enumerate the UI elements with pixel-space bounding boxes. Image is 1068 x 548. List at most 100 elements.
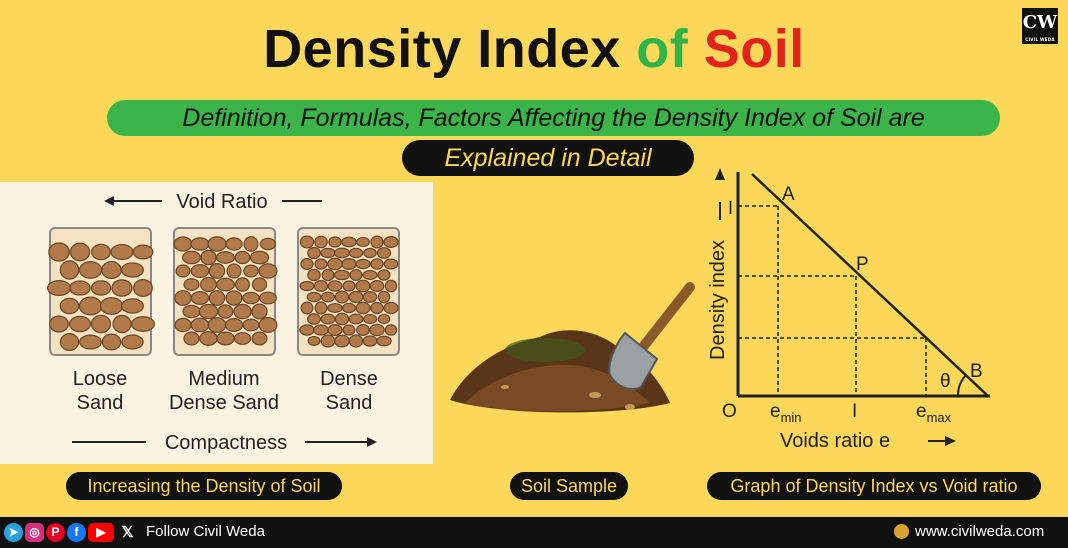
sand-grain	[307, 268, 321, 282]
sand-grain	[190, 317, 210, 333]
sand-grain	[377, 313, 391, 325]
x-tick-emax: emax	[916, 401, 952, 425]
sand-grain	[249, 250, 270, 265]
sand-grain	[348, 313, 364, 325]
sand-grain	[313, 279, 329, 293]
soil-pile-front	[465, 364, 650, 412]
sand-grain	[233, 303, 252, 320]
subtitle-line-1: Definition, Formulas, Factors Affecting …	[107, 100, 1000, 136]
jar-dense	[297, 227, 400, 356]
sand-grain	[383, 236, 399, 248]
subtitle-line-2: Explained in Detail	[402, 140, 694, 176]
sand-grain	[362, 291, 378, 303]
sand-grain	[175, 264, 191, 278]
sand-grain	[321, 268, 335, 282]
sand-grain	[320, 247, 336, 259]
soil-grass-patch	[505, 338, 585, 362]
sand-grain	[355, 279, 371, 293]
jar-medium-label-2: Dense Sand	[169, 392, 279, 414]
sand-grain	[258, 263, 278, 279]
sand-grain	[208, 290, 226, 306]
sand-grain	[341, 258, 357, 270]
sand-grain	[121, 298, 144, 314]
sand-grain	[199, 331, 218, 346]
sand-grain	[226, 263, 242, 279]
sand-grain	[334, 312, 350, 326]
sand-grain	[59, 260, 80, 280]
sand-grain	[320, 313, 336, 325]
sand-grain	[383, 301, 399, 315]
x-icon[interactable]: 𝕏	[121, 524, 134, 541]
sand-grain	[79, 334, 102, 350]
soil-pebble	[625, 404, 635, 410]
sand-grain	[333, 269, 351, 281]
jar-medium-label-1: Medium	[188, 368, 259, 390]
sand-grain	[258, 317, 278, 333]
page-title: Density Index of Soil	[0, 18, 1068, 80]
sand-grain	[183, 331, 200, 346]
density-line	[751, 173, 989, 397]
sand-grain	[216, 331, 235, 346]
jar-loose-label-1: Loose	[73, 368, 128, 390]
sand-grain	[259, 291, 277, 305]
sand-jars-diagram: Void Ratio Loose Sand Medium Dense Sand …	[46, 191, 400, 454]
sand-grain	[251, 303, 268, 320]
jar-loose-label-2: Sand	[77, 392, 124, 414]
sand-grain	[207, 236, 227, 252]
sand-grain	[349, 268, 363, 282]
logo-subtext: CIVIL WEDA	[1025, 37, 1055, 42]
sand-grain	[242, 318, 260, 332]
youtube-icon[interactable]: ▶	[88, 523, 114, 542]
sand-grain	[363, 247, 377, 259]
telegram-icon[interactable]: ➤	[4, 523, 23, 542]
facebook-icon[interactable]: f	[67, 523, 86, 542]
sand-grain	[376, 247, 392, 259]
point-A-label: A	[782, 184, 795, 205]
sand-grain	[369, 280, 385, 292]
sand-grain	[207, 317, 227, 333]
sand-grain	[299, 324, 315, 336]
jar-loose	[46, 227, 156, 356]
sand-grain	[59, 333, 80, 351]
pinterest-icon[interactable]: P	[46, 523, 65, 542]
graph-caption: Graph of Density Index vs Void ratio	[707, 472, 1041, 500]
void-ratio-arrow-head-icon	[104, 196, 114, 206]
sand-grain	[300, 257, 314, 271]
sand-grain	[69, 242, 91, 262]
sand-grain	[377, 290, 391, 304]
website-link[interactable]: www.civilweda.com	[915, 523, 1045, 540]
sand-panel-caption: Increasing the Density of Soil	[66, 472, 342, 500]
theta-label: θ	[940, 371, 951, 392]
sand-grain	[182, 250, 201, 265]
sand-grain	[121, 262, 144, 278]
soil-sample-illustration	[450, 282, 695, 413]
shovel-handle	[638, 282, 695, 352]
sand-grain	[362, 335, 378, 347]
compactness-label: Compactness	[165, 432, 287, 454]
sand-grain	[78, 261, 103, 279]
jar-medium	[173, 227, 278, 356]
sand-grain	[121, 334, 144, 350]
instagram-icon[interactable]: ◎	[25, 523, 44, 542]
sand-grain	[243, 264, 259, 278]
sand-grain	[90, 280, 112, 296]
sand-grain	[216, 277, 235, 292]
sand-grain	[334, 290, 350, 304]
ylabel-arrow-icon	[715, 168, 725, 180]
sand-grain	[355, 301, 371, 315]
sand-grain	[49, 315, 69, 333]
sand-grain	[234, 250, 251, 265]
sand-grain	[217, 304, 234, 319]
sand-grain	[208, 263, 226, 279]
sand-grain	[369, 323, 385, 337]
sand-grain	[133, 279, 153, 297]
sand-grain	[130, 316, 156, 332]
sand-grain	[300, 301, 314, 315]
sand-grain	[370, 258, 384, 270]
jar-dense-label-2: Sand	[326, 392, 373, 414]
sand-grain	[198, 303, 219, 320]
sand-grain	[174, 290, 192, 306]
sand-grain	[307, 313, 321, 325]
sand-grain	[377, 269, 391, 281]
x-tick-emin: emin	[770, 401, 802, 425]
